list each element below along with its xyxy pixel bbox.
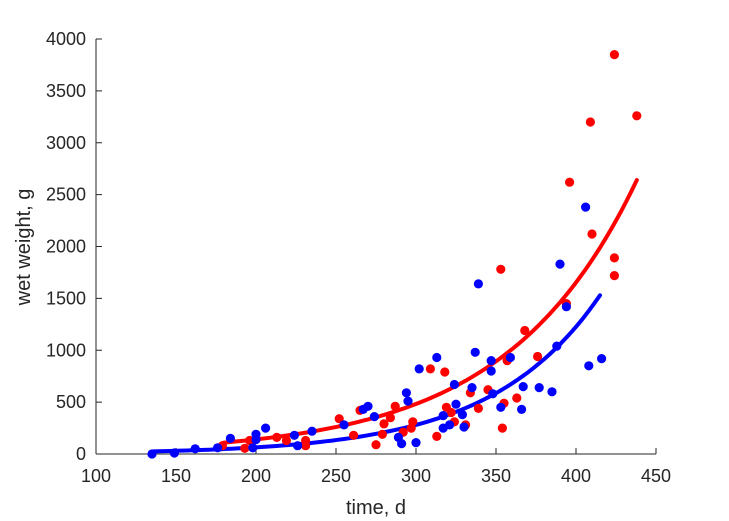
y-tick-label: 0 (76, 444, 86, 464)
data-point (377, 429, 387, 439)
y-tick-label: 3500 (46, 81, 86, 101)
data-point (403, 396, 413, 406)
data-point (261, 423, 271, 433)
data-point (561, 302, 572, 312)
data-point (349, 430, 359, 440)
axes: 100 150 200 250 300 350 400 450 0 500 1000 1500 2000… (46, 29, 671, 486)
data-point (451, 399, 461, 409)
y-tick-label: 3000 (46, 133, 86, 153)
data-point (473, 279, 483, 289)
y-tick-label: 2500 (46, 185, 86, 205)
data-point (379, 419, 389, 429)
data-point (432, 431, 442, 441)
data-point (251, 429, 261, 439)
y-tick-label: 1500 (46, 288, 86, 308)
data-point (225, 433, 235, 443)
data-point (597, 354, 607, 364)
x-tick-label: 150 (161, 466, 191, 486)
data-point (457, 410, 467, 420)
y-tick-label: 1000 (46, 340, 86, 360)
data-point (432, 352, 442, 363)
data-point (518, 382, 528, 392)
x-tick-label: 250 (321, 466, 351, 486)
data-point (293, 441, 303, 451)
x-axis-label: time, d (346, 497, 406, 519)
data-point (339, 420, 349, 430)
fit-curve (151, 293, 602, 454)
data-point (497, 423, 507, 433)
data-point (414, 364, 424, 374)
data-point (190, 444, 200, 454)
data-point (240, 443, 250, 453)
data-point (470, 347, 480, 357)
y-axis-label: wet weight, g (13, 189, 35, 307)
data-points (147, 50, 642, 459)
x-tick-label: 300 (401, 466, 431, 486)
data-point (585, 117, 596, 127)
y-tick-label: 2000 (46, 237, 86, 257)
x-tick-label: 400 (561, 466, 591, 486)
data-point (496, 264, 506, 274)
data-point (449, 379, 459, 390)
data-point (512, 393, 522, 403)
data-point (301, 435, 311, 446)
x-tick-label: 200 (241, 466, 271, 486)
data-point (609, 50, 620, 60)
data-point (520, 325, 530, 336)
data-point (445, 420, 455, 430)
data-point (385, 413, 395, 423)
data-point (371, 440, 381, 450)
data-point (587, 229, 597, 239)
data-point (632, 111, 642, 121)
data-point (505, 352, 515, 363)
data-point (438, 411, 448, 421)
data-point (609, 271, 620, 281)
data-point (425, 364, 435, 374)
data-point (401, 388, 411, 398)
data-point (517, 404, 527, 414)
data-point (369, 412, 379, 422)
data-point (397, 439, 407, 449)
data-point (584, 361, 594, 371)
data-point (533, 351, 543, 362)
data-point (486, 366, 496, 376)
x-tick-label: 100 (81, 466, 111, 486)
data-point (467, 383, 477, 393)
data-point (363, 401, 373, 411)
data-point (248, 443, 258, 453)
data-point (281, 435, 291, 446)
data-point (547, 387, 557, 397)
data-point (390, 401, 400, 411)
data-point (609, 253, 620, 263)
data-point (334, 414, 344, 424)
data-point (581, 202, 591, 212)
data-point (307, 426, 317, 436)
data-point (486, 356, 496, 366)
data-point (459, 422, 469, 432)
data-point (565, 177, 575, 187)
data-point (534, 383, 544, 393)
data-point (496, 402, 506, 412)
data-point (213, 443, 223, 453)
fit-curve (222, 178, 639, 445)
x-tick-label: 350 (481, 466, 511, 486)
data-point (555, 259, 565, 269)
y-tick-label: 500 (56, 392, 86, 412)
data-point (147, 449, 157, 459)
data-point (289, 430, 299, 440)
data-point (488, 389, 498, 399)
y-tick-label: 4000 (46, 29, 86, 49)
data-point (169, 448, 179, 458)
data-point (272, 432, 282, 442)
x-tick-label: 450 (641, 466, 671, 486)
data-point (440, 367, 450, 377)
data-point (446, 407, 456, 418)
data-point (552, 341, 562, 351)
data-point (408, 417, 418, 427)
data-point (473, 403, 483, 413)
data-point (411, 438, 421, 448)
